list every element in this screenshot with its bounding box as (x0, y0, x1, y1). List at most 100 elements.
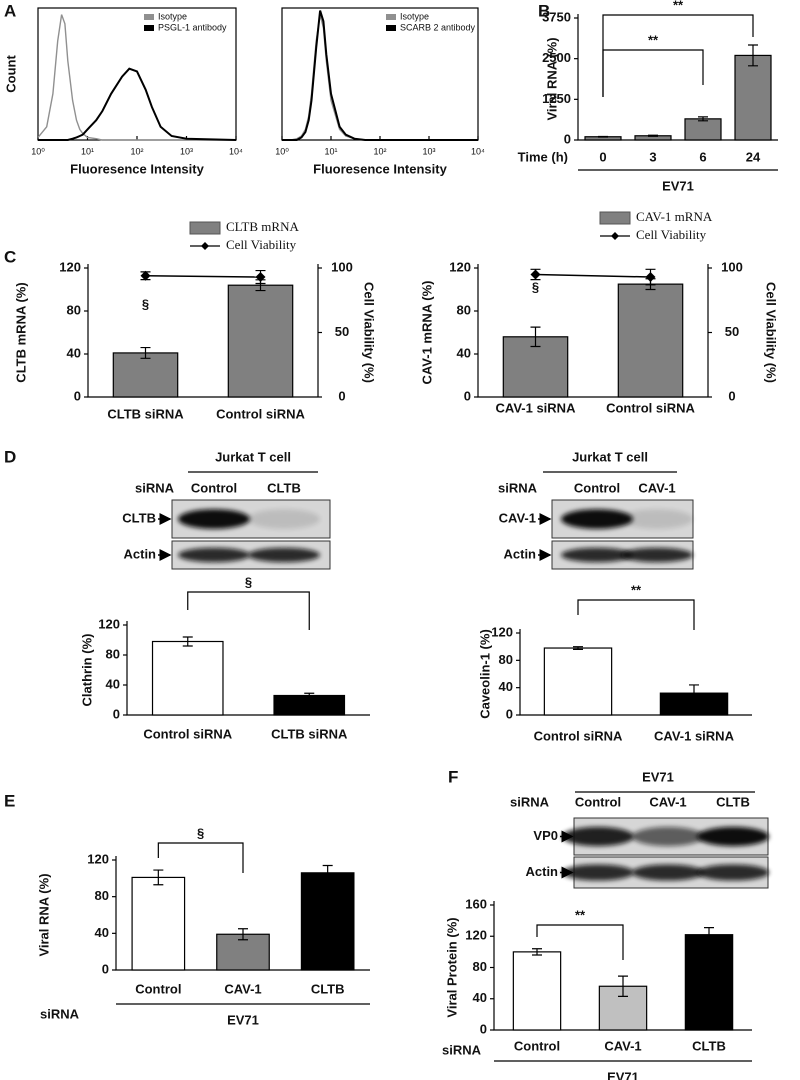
y-tick-label: 80 (457, 302, 471, 317)
y-tick-label: 40 (106, 676, 120, 691)
blot-band (621, 509, 693, 529)
legend-label: Isotype (400, 11, 429, 21)
significance-label: § (532, 279, 539, 294)
y2-axis-label: Cell Viability (%) (362, 282, 377, 383)
error-bar (322, 864, 333, 881)
significance-bracket (157, 842, 244, 873)
x-tick-label: 10⁴ (471, 146, 485, 156)
panel-label: A (4, 1, 16, 20)
blot-band (697, 864, 769, 881)
lane-label: Control (575, 794, 621, 809)
panel-label: C (4, 247, 16, 266)
y-axis-label: Count (3, 55, 18, 93)
y-tick-label: 0 (113, 706, 120, 721)
y-tick-label: 1250 (542, 91, 571, 106)
x-tick-label: 3 (649, 149, 656, 164)
legend-label: PSGL-1 antibody (158, 22, 227, 32)
error-bar (648, 134, 658, 137)
x-tick-label: CAV-1 siRNA (654, 728, 735, 743)
significance-label: ** (575, 907, 586, 922)
panel-label: F (448, 767, 458, 786)
legend-marker (611, 232, 619, 240)
blot-band (562, 826, 634, 847)
x-tick-label: Control siRNA (606, 400, 695, 415)
panel-label: B (538, 1, 550, 20)
y2-tick-label: 50 (725, 324, 739, 339)
bar (273, 694, 346, 716)
bar (512, 951, 562, 1031)
category-row-label: siRNA (442, 1042, 482, 1057)
blot-band (561, 547, 633, 563)
x-tick-label: CLTB (311, 981, 345, 996)
line (145, 274, 261, 278)
significance-bracket (577, 599, 695, 630)
y-axis-label: Viral Protein (%) (444, 917, 459, 1017)
significance-bracket (602, 49, 704, 97)
y-tick-label: 40 (473, 990, 487, 1005)
legend-label: Cell Viability (636, 227, 707, 242)
legend-label: Isotype (158, 11, 187, 21)
blot-band (632, 864, 704, 881)
y2-tick-label: 50 (335, 324, 349, 339)
legend-label: Cell Viability (226, 237, 297, 252)
group-label: EV71 (227, 1012, 259, 1027)
error-bar (618, 975, 628, 998)
lane-label: CLTB (267, 480, 301, 495)
significance-bracket (187, 591, 310, 630)
error-bar (698, 116, 708, 122)
bar (543, 647, 613, 716)
blot-row-label: CLTB (122, 510, 156, 525)
legend-swatch (144, 14, 154, 20)
y-tick-label: 120 (98, 616, 120, 631)
error-bar (748, 44, 758, 67)
legend-swatch (189, 221, 221, 235)
x-tick-label: 10⁰ (275, 146, 289, 156)
histogram-line (282, 14, 478, 141)
blot-header-label: siRNA (498, 480, 538, 495)
x-tick-label: CLTB (692, 1038, 726, 1053)
y-tick-label: 80 (95, 888, 109, 903)
y-tick-label: 0 (506, 706, 513, 721)
y-axis-label: Viral RNA (%) (544, 37, 559, 120)
significance-bracket (536, 924, 624, 960)
histogram-line (282, 10, 478, 141)
blot-band (248, 547, 320, 563)
y2-tick-label: 100 (331, 259, 353, 274)
x-tick-label: CAV-1 (604, 1038, 641, 1053)
histogram-line (37, 14, 236, 141)
marker (140, 270, 151, 281)
lane-label: CAV-1 (649, 794, 686, 809)
y-tick-label: 120 (465, 928, 487, 943)
bar (227, 284, 294, 398)
error-bar (153, 869, 164, 886)
blot-band (178, 547, 250, 563)
significance-label: § (197, 825, 204, 840)
y2-tick-label: 0 (728, 388, 735, 403)
x-tick-label: Control siRNA (216, 406, 305, 421)
blot-band (621, 547, 693, 563)
category-row-label: siRNA (40, 1006, 80, 1021)
y-tick-label: 40 (95, 925, 109, 940)
y-tick-label: 0 (74, 388, 81, 403)
y-tick-label: 80 (473, 959, 487, 974)
significance-label: ** (648, 32, 659, 47)
x-tick-label: Control siRNA (143, 726, 232, 741)
y-tick-label: 0 (102, 961, 109, 976)
blot-band (697, 826, 769, 847)
x-tick-label: 10³ (180, 146, 193, 156)
bar (617, 283, 684, 398)
blot-band (248, 509, 320, 529)
x-tick-label: 10³ (422, 146, 435, 156)
bar (684, 118, 722, 141)
y-tick-label: 0 (464, 388, 471, 403)
x-tick-label: 0 (599, 149, 606, 164)
blot-row-label: CAV-1 (499, 510, 536, 525)
category-row-label: Time (h) (518, 149, 568, 164)
legend-swatch (599, 211, 631, 225)
legend-label: CAV-1 mRNA (636, 209, 713, 224)
x-tick-label: 10⁴ (229, 146, 243, 156)
x-tick-label: Control (514, 1038, 560, 1053)
blot-band (632, 826, 704, 847)
error-bar (530, 326, 541, 348)
line (535, 273, 651, 278)
